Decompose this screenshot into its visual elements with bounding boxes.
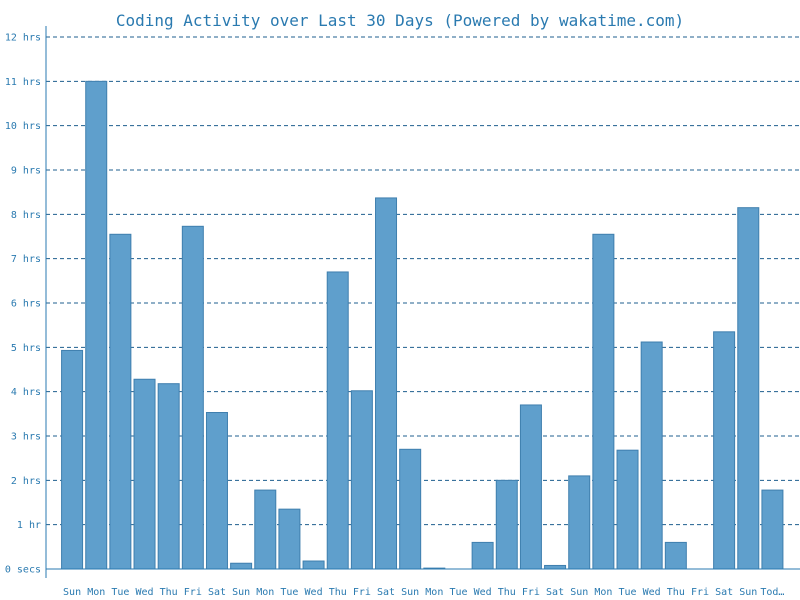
bar [85, 80, 108, 570]
bar [278, 508, 301, 570]
y-tick-label: 3 hrs [11, 432, 41, 443]
y-tick-label: 1 hr [17, 520, 41, 531]
x-tick-label: Thu [498, 587, 516, 598]
x-tick-label: Fri [184, 587, 202, 598]
bar [350, 390, 373, 570]
y-tick-label: 12 hrs [5, 33, 41, 44]
x-tick-label: Wed [643, 587, 661, 598]
bar [471, 541, 494, 570]
bar [109, 233, 132, 570]
x-tick-label: Mon [594, 587, 612, 598]
y-tick-label: 8 hrs [11, 210, 41, 221]
bar [519, 404, 542, 570]
bar [737, 207, 760, 570]
bar [664, 541, 687, 570]
bar [495, 479, 518, 570]
bar [181, 225, 204, 570]
y-tick-label: 5 hrs [11, 343, 41, 354]
bar [254, 489, 277, 570]
x-tick-label: Sat [377, 587, 395, 598]
y-tick-label: 2 hrs [11, 476, 41, 487]
bar [713, 331, 736, 570]
x-tick-label: Sun [232, 587, 250, 598]
x-tick-label: Mon [425, 587, 443, 598]
x-tick-label: Tue [449, 587, 467, 598]
bar [399, 448, 422, 570]
bar [761, 489, 784, 570]
y-axis-tick-labels: 0 secs 1 hr 2 hrs 3 hrs 4 hrs 5 hrs 6 hrs 7 hrs… [5, 33, 41, 576]
x-tick-label: Wed [474, 587, 492, 598]
x-tick-label: Thu [329, 587, 347, 598]
y-tick-label: 10 hrs [5, 121, 41, 132]
x-tick-label: Wed [305, 587, 323, 598]
x-tick-label: Tue [618, 587, 636, 598]
x-tick-label: Tod… [760, 587, 784, 598]
x-tick-label: Sun [570, 587, 588, 598]
x-tick-label: Fri [353, 587, 371, 598]
x-tick-label: Fri [522, 587, 540, 598]
bar [544, 564, 567, 570]
x-tick-label: Thu [667, 587, 685, 598]
bar [616, 449, 639, 570]
x-tick-label: Wed [135, 587, 153, 598]
bar [375, 197, 398, 570]
bar [133, 378, 156, 570]
x-tick-label: Sun [739, 587, 757, 598]
y-tick-label: 9 hrs [11, 166, 41, 177]
bar [157, 383, 180, 570]
bar [205, 412, 228, 570]
bar [568, 475, 591, 570]
x-tick-label: Thu [160, 587, 178, 598]
y-tick-label: 7 hrs [11, 254, 41, 265]
chart-title: Coding Activity over Last 30 Days (Power… [116, 11, 684, 30]
x-tick-label: Fri [691, 587, 709, 598]
bar [592, 233, 615, 570]
y-tick-label: 4 hrs [11, 387, 41, 398]
bar [640, 341, 663, 570]
x-tick-label: Sat [546, 587, 564, 598]
bar [61, 349, 84, 570]
y-tick-label: 6 hrs [11, 299, 41, 310]
y-tick-label: 0 secs [5, 565, 41, 576]
x-tick-label: Mon [87, 587, 105, 598]
bar [326, 271, 349, 570]
x-axis-tick-labels: Sun Mon Tue Wed Thu Fri Sat Sun Mon Tue Wed Thu Fri S… [63, 587, 784, 598]
x-tick-label: Mon [256, 587, 274, 598]
bar [302, 560, 325, 570]
x-tick-label: Sun [63, 587, 81, 598]
x-tick-label: Sat [715, 587, 733, 598]
x-tick-label: Tue [111, 587, 129, 598]
bars [61, 80, 784, 570]
y-tick-label: 11 hrs [5, 77, 41, 88]
x-tick-label: Tue [280, 587, 298, 598]
x-tick-label: Sat [208, 587, 226, 598]
x-tick-label: Sun [401, 587, 419, 598]
bar [230, 562, 253, 570]
